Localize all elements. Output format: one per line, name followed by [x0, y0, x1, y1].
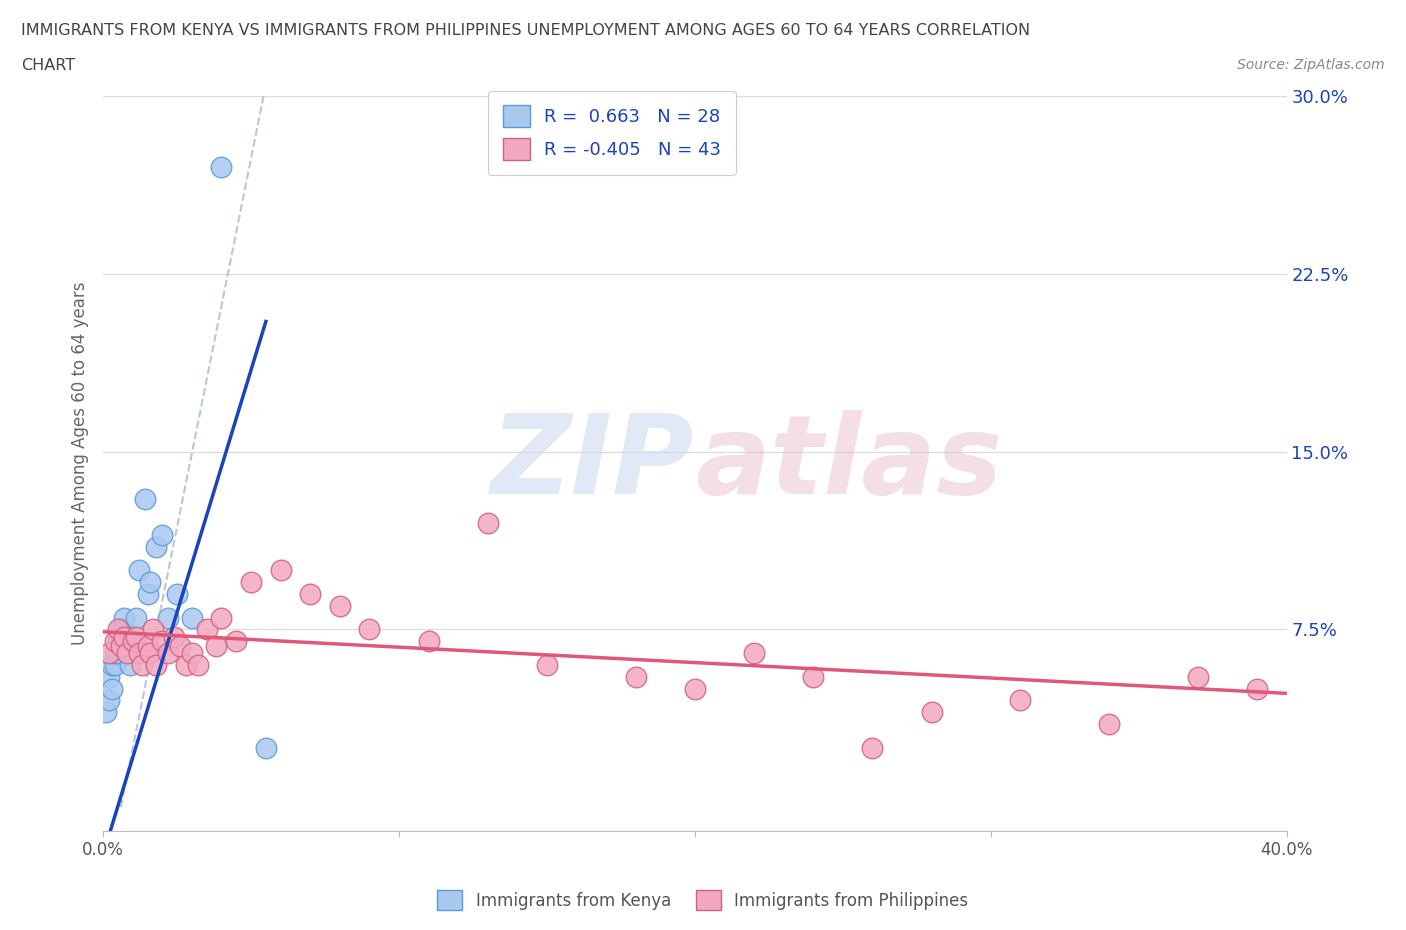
- Point: [107, 622, 129, 637]
- Point: [136, 639, 159, 654]
- Point: [624, 670, 647, 684]
- Point: [128, 563, 150, 578]
- Point: [163, 629, 186, 644]
- Point: [860, 740, 883, 755]
- Text: ZIP: ZIP: [491, 410, 695, 517]
- Point: [145, 658, 167, 672]
- Point: [107, 634, 129, 649]
- Point: [128, 645, 150, 660]
- Point: [145, 539, 167, 554]
- Point: [131, 658, 153, 672]
- Point: [187, 658, 209, 672]
- Point: [211, 160, 233, 175]
- Point: [104, 658, 127, 672]
- Point: [139, 645, 162, 660]
- Point: [121, 634, 143, 649]
- Point: [112, 622, 135, 637]
- Point: [134, 492, 156, 507]
- Point: [104, 645, 127, 660]
- Point: [270, 563, 292, 578]
- Point: [150, 634, 173, 649]
- Point: [98, 693, 121, 708]
- Point: [115, 645, 138, 660]
- Point: [139, 575, 162, 590]
- Point: [124, 629, 146, 644]
- Point: [101, 658, 124, 672]
- Point: [536, 658, 558, 672]
- Point: [1246, 681, 1268, 696]
- Point: [112, 610, 135, 625]
- Point: [359, 622, 381, 637]
- Point: [299, 587, 322, 602]
- Point: [204, 639, 226, 654]
- Point: [110, 634, 132, 649]
- Point: [1187, 670, 1209, 684]
- Text: Source: ZipAtlas.com: Source: ZipAtlas.com: [1237, 58, 1385, 72]
- Point: [157, 645, 180, 660]
- Point: [121, 634, 143, 649]
- Point: [110, 622, 132, 637]
- Point: [742, 645, 765, 660]
- Point: [180, 610, 202, 625]
- Point: [115, 645, 138, 660]
- Point: [94, 705, 117, 720]
- Point: [195, 622, 218, 637]
- Point: [477, 515, 499, 530]
- Point: [136, 587, 159, 602]
- Point: [225, 634, 247, 649]
- Point: [180, 645, 202, 660]
- Legend: Immigrants from Kenya, Immigrants from Philippines: Immigrants from Kenya, Immigrants from P…: [430, 884, 976, 917]
- Point: [329, 598, 352, 613]
- Point: [124, 610, 146, 625]
- Point: [157, 610, 180, 625]
- Point: [150, 527, 173, 542]
- Legend: R =  0.663   N = 28, R = -0.405   N = 43: R = 0.663 N = 28, R = -0.405 N = 43: [488, 91, 735, 175]
- Text: atlas: atlas: [695, 410, 1002, 517]
- Point: [112, 629, 135, 644]
- Y-axis label: Unemployment Among Ages 60 to 64 years: Unemployment Among Ages 60 to 64 years: [72, 282, 89, 645]
- Point: [118, 658, 141, 672]
- Point: [98, 670, 121, 684]
- Point: [110, 639, 132, 654]
- Point: [174, 658, 197, 672]
- Point: [801, 670, 824, 684]
- Point: [1010, 693, 1032, 708]
- Text: IMMIGRANTS FROM KENYA VS IMMIGRANTS FROM PHILIPPINES UNEMPLOYMENT AMONG AGES 60 : IMMIGRANTS FROM KENYA VS IMMIGRANTS FROM…: [21, 23, 1031, 38]
- Point: [211, 610, 233, 625]
- Point: [98, 645, 121, 660]
- Point: [166, 587, 188, 602]
- Point: [101, 681, 124, 696]
- Point: [107, 645, 129, 660]
- Point: [240, 575, 263, 590]
- Point: [1098, 717, 1121, 732]
- Text: CHART: CHART: [21, 58, 75, 73]
- Point: [169, 639, 191, 654]
- Point: [683, 681, 706, 696]
- Point: [418, 634, 440, 649]
- Point: [254, 740, 277, 755]
- Point: [104, 634, 127, 649]
- Point: [142, 622, 165, 637]
- Point: [921, 705, 943, 720]
